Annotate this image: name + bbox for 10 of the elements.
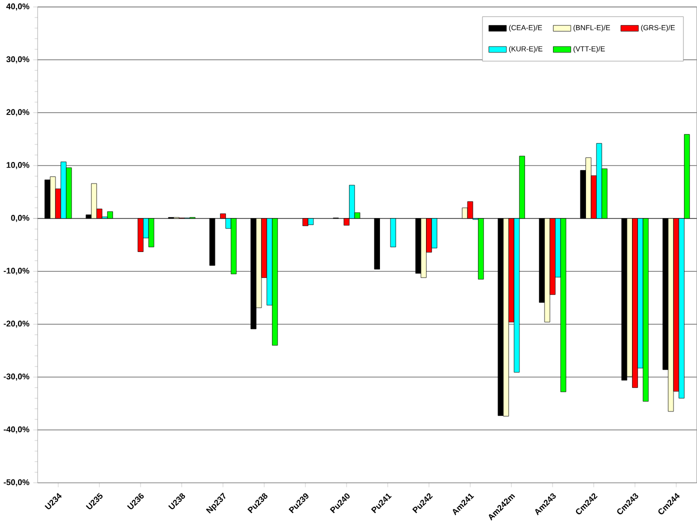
y-tick-label: -20,0%	[4, 320, 30, 328]
y-tick-label: -50,0%	[4, 480, 30, 487]
y-tick-label: 40,0%	[6, 4, 30, 11]
y-tick-label: -10,0%	[4, 268, 30, 276]
y-tick-label: -40,0%	[4, 426, 30, 434]
y-tick-label: 10,0%	[6, 162, 30, 170]
y-tick-label: 0,0%	[11, 215, 30, 222]
y-tick-label: -30,0%	[4, 374, 30, 381]
y-tick-label: 30,0%	[6, 56, 30, 64]
y-tick-label: 20,0%	[6, 109, 30, 116]
